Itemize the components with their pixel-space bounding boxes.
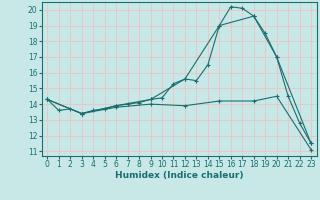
X-axis label: Humidex (Indice chaleur): Humidex (Indice chaleur) [115,171,244,180]
